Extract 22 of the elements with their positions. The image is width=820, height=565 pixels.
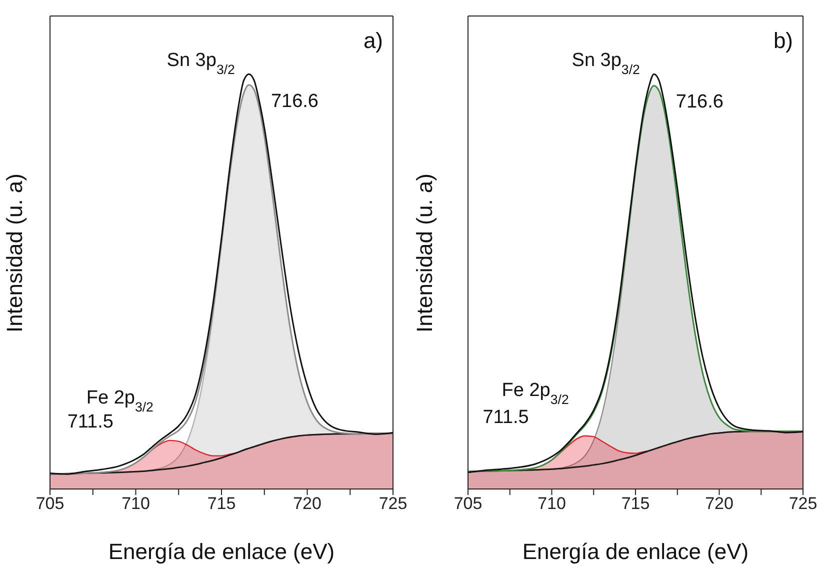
x-tick-label: 710 (538, 494, 566, 514)
x-tick-label: 710 (122, 494, 150, 514)
annotation: 711.5 (482, 406, 529, 428)
annotation: Sn 3p$_{3/2}$ (166, 50, 235, 77)
x-tick-label: 705 (454, 494, 482, 514)
x-axis-title: Energía de enlace (eV) (522, 539, 749, 564)
x-tick-label: 725 (788, 494, 818, 514)
x-tick-label: 720 (705, 494, 734, 514)
x-tick-label: 720 (293, 494, 322, 514)
chart-title: b) (773, 28, 793, 53)
chart-title: a) (363, 28, 383, 53)
x-axis-title: Energía de enlace (eV) (108, 539, 335, 564)
x-tick-label: 715 (207, 494, 236, 514)
y-axis-title: Intensidad (u. a) (412, 174, 437, 332)
annotation: 716.6 (270, 90, 318, 112)
annotation: Sn 3p$_{3/2}$ (572, 50, 640, 77)
x-tick-label: 715 (621, 494, 650, 514)
annotation: 716.6 (676, 92, 724, 113)
x-tick-label: 725 (378, 494, 408, 514)
y-axis-title: Intensidad (u. a) (2, 174, 27, 332)
x-tick-label: 705 (36, 494, 64, 514)
annotation: Fe 2p$_{3/2}$ (502, 380, 569, 407)
